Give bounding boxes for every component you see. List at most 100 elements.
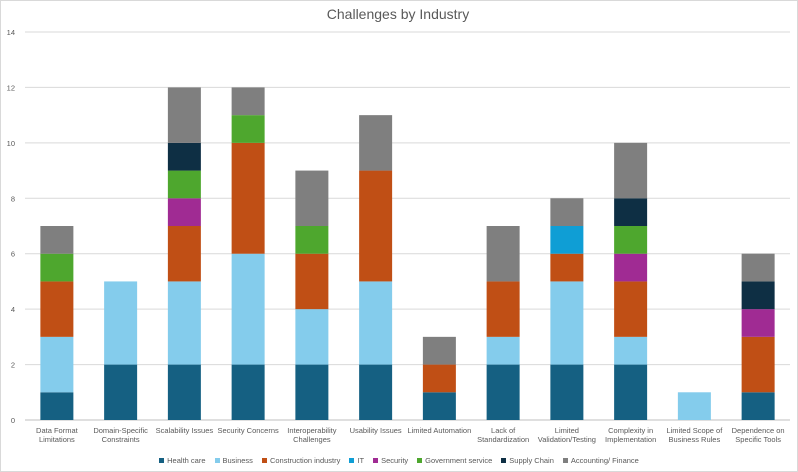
legend-label: Supply Chain [509,456,554,465]
bar-segment [167,142,201,171]
bar-segment [486,336,520,365]
legend-label: Accounting/ Finance [570,456,639,465]
legend-item: Accounting/ Finance [562,456,639,465]
bar-segment [741,392,775,420]
x-category-label: Limited Automation [407,426,471,435]
y-tick-label: 0 [11,416,15,425]
bar-segment [614,336,648,365]
bar-segment [741,336,775,393]
x-category-label: Interoperability [287,426,336,435]
bar-segment [40,226,74,254]
x-category-label: Lack of [491,426,516,435]
x-category-label: Validation/Testing [538,435,596,444]
bar-segment [104,281,138,365]
x-category-label: Implementation [605,435,656,444]
x-category-label: Challenges [293,435,331,444]
x-category-label: Limitations [39,435,75,444]
x-category-label: Scalability Issues [156,426,214,435]
legend-item: Health care [159,456,206,465]
bar-segment [422,392,456,420]
bar-segment [614,226,648,254]
bar-segment [167,226,201,282]
bar-segment [422,364,456,393]
y-tick-label: 10 [7,139,15,148]
bar-segment [40,336,74,393]
legend-item: Business [214,456,253,465]
bar-segment [741,281,775,310]
bar-segment [550,281,584,365]
x-category-label: Dependence on [732,426,785,435]
bar-segment [359,115,393,171]
y-axis-ticks: 0 2 4 6 8 10 12 14 [7,28,15,425]
y-tick-label: 6 [11,250,15,259]
x-category-label: Security Concerns [217,426,279,435]
legend-swatch [159,458,165,463]
bar-segment [40,392,74,420]
legend-item: Construction industry [261,456,341,465]
bar-segment [167,198,201,226]
legend-swatch [349,458,355,463]
bar-segment [741,253,775,282]
legend: Health care Business Construction industry… [0,456,798,465]
x-category-label: Constraints [102,435,140,444]
bar-segment [422,336,456,365]
bars [40,87,775,420]
bar-segment [486,364,520,420]
bar-segment [550,364,584,420]
bar-segment [231,87,265,116]
y-tick-label: 4 [11,305,15,314]
legend-label: Government service [425,456,493,465]
legend-swatch [261,458,267,463]
x-category-label: Limited [555,426,579,435]
bar-segment [550,253,584,282]
y-tick-label: 12 [7,83,15,92]
legend-label: Business [222,456,253,465]
bar-segment [486,281,520,337]
legend-label: Construction industry [269,456,341,465]
x-category-label: Complexity in [608,426,653,435]
chart-title: Challenges by Industry [327,6,469,22]
legend-swatch [214,458,220,463]
bar-segment [231,253,265,365]
bar-segment [614,198,648,226]
bar-segment [614,142,648,199]
gridlines [25,31,790,421]
bar-segment [167,170,201,199]
bar-segment [40,253,74,282]
legend-swatch [373,458,379,463]
legend-swatch [501,458,507,463]
bar-segment [359,170,393,282]
x-category-label: Standardization [477,435,529,444]
bar-segment [677,392,711,420]
bar-segment [614,364,648,420]
bar-segment [231,142,265,254]
legend-label: Security [381,456,409,465]
legend-item: Security [373,456,408,465]
bar-segment [550,226,584,254]
y-tick-label: 14 [7,28,15,37]
bar-segment [550,198,584,226]
bar-segment [295,364,329,420]
legend-label: IT [357,456,365,465]
legend-item: Government service [417,456,492,465]
bar-segment [104,364,138,420]
legend-item: Supply Chain [501,456,554,465]
bar-segment [167,281,201,365]
x-category-label: Domain-Specific [93,426,148,435]
bar-segment [295,170,329,226]
bar-segment [486,226,520,282]
bar-segment [231,364,265,420]
bar-segment [295,253,329,310]
bar-segment [167,364,201,420]
x-category-label: Data Format [36,426,79,435]
x-category-label: Business Rules [669,435,721,444]
bar-segment [231,115,265,143]
bar-segment [295,226,329,254]
bar-segment [614,281,648,337]
bar-segment [295,309,329,365]
bar-segment [40,281,74,337]
x-category-label: Specific Tools [735,435,781,444]
y-tick-label: 8 [11,194,15,203]
